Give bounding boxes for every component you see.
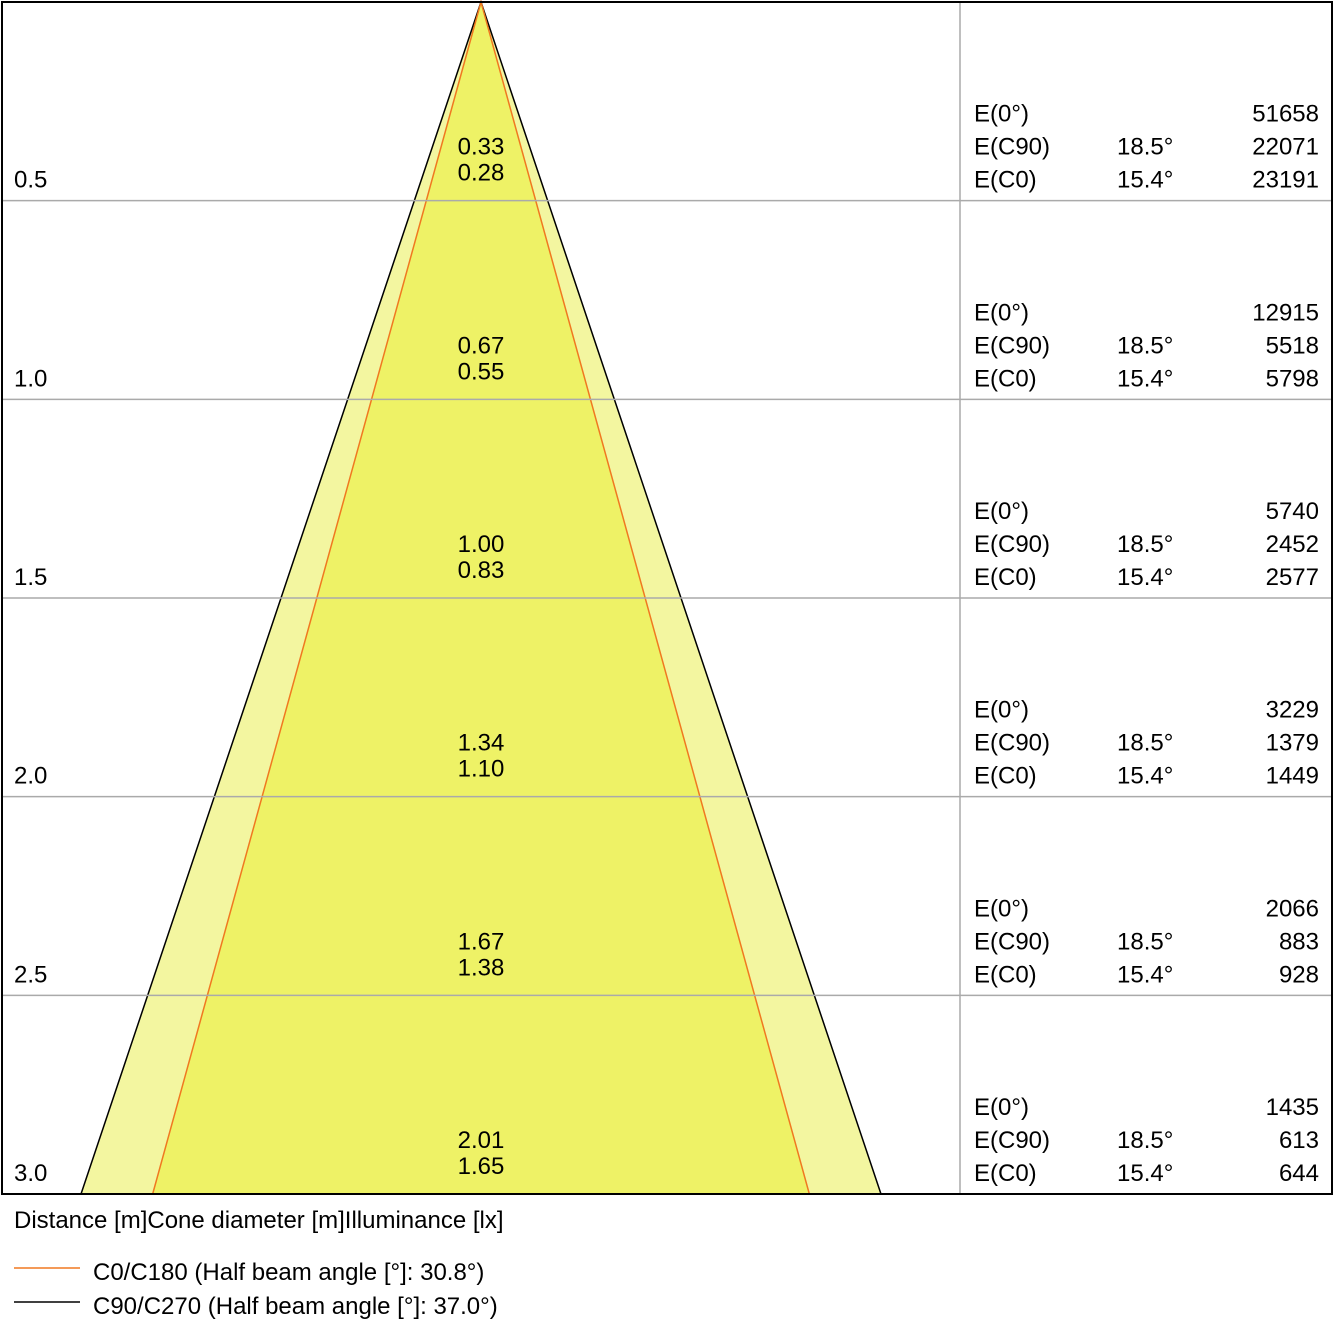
diameter-c90: 1.67 [458, 928, 505, 955]
beam-angle: 15.4° [1117, 167, 1173, 194]
beam-angle: 15.4° [1117, 763, 1173, 790]
frame [1, 1, 1333, 1195]
illuminance-value: 2577 [1266, 564, 1319, 591]
illuminance-label: E(0°) [974, 498, 1029, 525]
illuminance-label: E(C0) [974, 564, 1037, 591]
beam-angle: 18.5° [1117, 134, 1173, 161]
illuminance-value: 613 [1279, 1127, 1319, 1154]
legend-label: C0/C180 (Half beam angle [°]: 30.8°) [93, 1259, 484, 1286]
labels: 0.5 0.330.28 E(0°) 51658 E(C90) 18.5° 22071 E(C… [14, 101, 1319, 1187]
illuminance-label: E(C90) [974, 1127, 1050, 1154]
illuminance-value: 928 [1279, 961, 1319, 988]
beam-angle: 18.5° [1117, 332, 1173, 359]
diameter-c0: 1.38 [458, 954, 505, 981]
illuminance-label: E(C0) [974, 167, 1037, 194]
illuminance-label: E(C90) [974, 332, 1050, 359]
distance: 0.5 [14, 167, 47, 194]
beam-angle: 18.5° [1117, 1127, 1173, 1154]
beam-angle: 15.4° [1117, 961, 1173, 988]
illuminance-value: 883 [1279, 928, 1319, 955]
illuminance-value: 2452 [1266, 531, 1319, 558]
illuminance-value: 1435 [1266, 1094, 1319, 1121]
beam-angle: 18.5° [1117, 730, 1173, 757]
diameter-c0: 1.65 [458, 1153, 505, 1180]
distance: 3.0 [14, 1160, 47, 1187]
illuminance-label: E(C90) [974, 730, 1050, 757]
illuminance-label: E(C90) [974, 928, 1050, 955]
illuminance-value: 1379 [1266, 730, 1319, 757]
illuminance-label: E(0°) [974, 101, 1029, 128]
illuminance-label: E(0°) [974, 1094, 1029, 1121]
illuminance-label: E(0°) [974, 697, 1029, 724]
illuminance-label: E(C0) [974, 961, 1037, 988]
illuminance-value: 5740 [1266, 498, 1319, 525]
legend-label: C90/C270 (Half beam angle [°]: 37.0°) [93, 1293, 498, 1320]
diameter-c0: 0.83 [458, 557, 505, 584]
diameter-c90: 2.01 [458, 1127, 505, 1154]
illuminance-value: 12915 [1252, 299, 1319, 326]
illuminance-value: 23191 [1252, 167, 1319, 194]
diameter-c90: 1.34 [458, 730, 505, 757]
illuminance-value: 22071 [1252, 134, 1319, 161]
diameter-c90: 0.33 [458, 134, 505, 161]
beam-angle: 18.5° [1117, 531, 1173, 558]
beam-angle: 18.5° [1117, 928, 1173, 955]
illuminance-label: E(C0) [974, 763, 1037, 790]
illuminance-value: 5798 [1266, 365, 1319, 392]
diameter-c0: 0.55 [458, 358, 505, 385]
illuminance-label: E(C0) [974, 1160, 1037, 1187]
distance: 1.0 [14, 365, 47, 392]
beam-angle: 15.4° [1117, 365, 1173, 392]
illuminance-label: E(0°) [974, 895, 1029, 922]
illuminance-label: E(0°) [974, 299, 1029, 326]
grid [2, 2, 1332, 1194]
distance: 1.5 [14, 564, 47, 591]
diameter-c0: 1.10 [458, 756, 505, 783]
illuminance-value: 644 [1279, 1160, 1319, 1187]
distance: 2.5 [14, 961, 47, 988]
beam-angle: 15.4° [1117, 564, 1173, 591]
caption: Distance [m]Cone diameter [m]Illuminance… [14, 1207, 504, 1234]
illuminance-value: 2066 [1266, 895, 1319, 922]
illuminance-value: 3229 [1266, 697, 1319, 724]
illuminance-value: 1449 [1266, 763, 1319, 790]
diameter-c90: 0.67 [458, 332, 505, 359]
beam-angle: 15.4° [1117, 1160, 1173, 1187]
illuminance-label: E(C90) [974, 531, 1050, 558]
diameter-c90: 1.00 [458, 531, 505, 558]
illuminance-value: 5518 [1266, 332, 1319, 359]
diameter-c0: 0.28 [458, 160, 505, 187]
distance: 2.0 [14, 763, 47, 790]
illuminance-value: 51658 [1252, 101, 1319, 128]
illuminance-label: E(C0) [974, 365, 1037, 392]
illuminance-label: E(C90) [974, 134, 1050, 161]
